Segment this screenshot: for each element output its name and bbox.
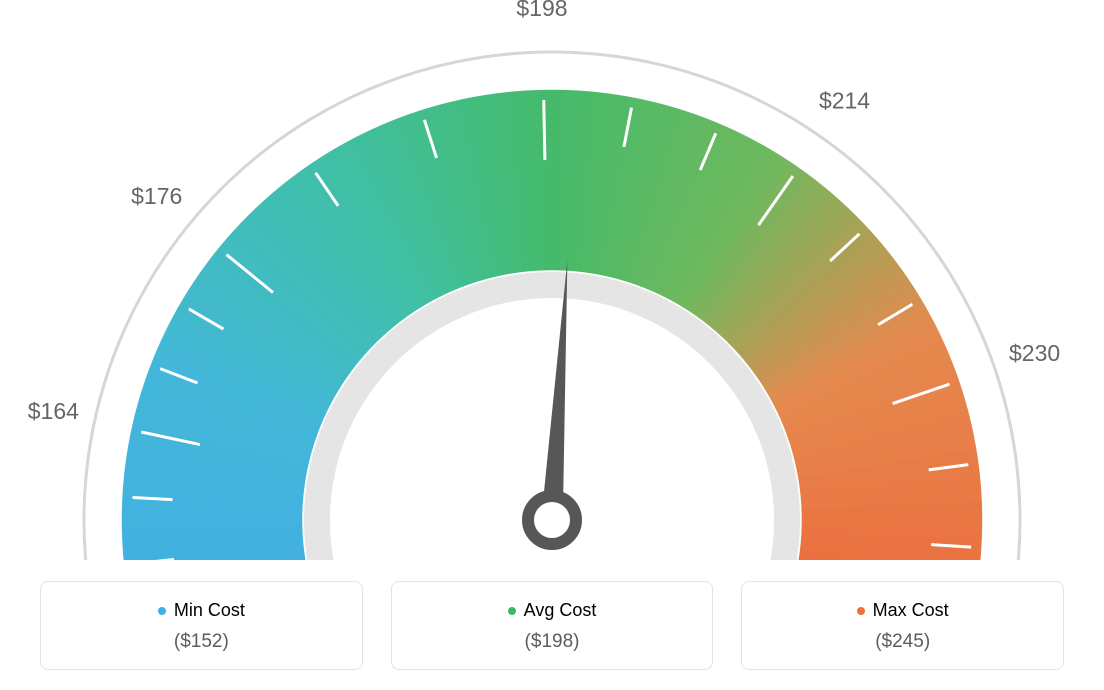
cost-gauge-chart: $152$164$176$198$214$230$245 Min Cost ($… <box>0 0 1104 690</box>
legend-title-max: Max Cost <box>857 600 949 621</box>
legend-value-max: ($245) <box>752 631 1053 653</box>
legend-card-max: Max Cost ($245) <box>741 581 1064 670</box>
tick-label: $214 <box>819 87 870 113</box>
gauge-area: $152$164$176$198$214$230$245 <box>0 0 1104 560</box>
legend-card-min: Min Cost ($152) <box>40 581 363 670</box>
legend-value-avg: ($198) <box>402 631 703 653</box>
tick-label: $198 <box>516 0 567 21</box>
legend-row: Min Cost ($152) Avg Cost ($198) Max Cost… <box>40 581 1064 670</box>
legend-card-avg: Avg Cost ($198) <box>391 581 714 670</box>
legend-label-min: Min Cost <box>174 600 245 621</box>
needle-hub <box>528 496 576 544</box>
tick-label: $230 <box>1009 340 1060 366</box>
legend-title-min: Min Cost <box>158 600 245 621</box>
minor-tick <box>133 498 173 500</box>
dot-icon-min <box>158 607 166 615</box>
legend-value-min: ($152) <box>51 631 352 653</box>
tick-label: $176 <box>131 183 182 209</box>
legend-label-avg: Avg Cost <box>524 600 597 621</box>
dot-icon-avg <box>508 607 516 615</box>
major-tick <box>544 100 545 160</box>
gauge-svg: $152$164$176$198$214$230$245 <box>0 0 1104 560</box>
legend-title-avg: Avg Cost <box>508 600 597 621</box>
legend-label-max: Max Cost <box>873 600 949 621</box>
tick-label: $164 <box>28 398 79 424</box>
dot-icon-max <box>857 607 865 615</box>
